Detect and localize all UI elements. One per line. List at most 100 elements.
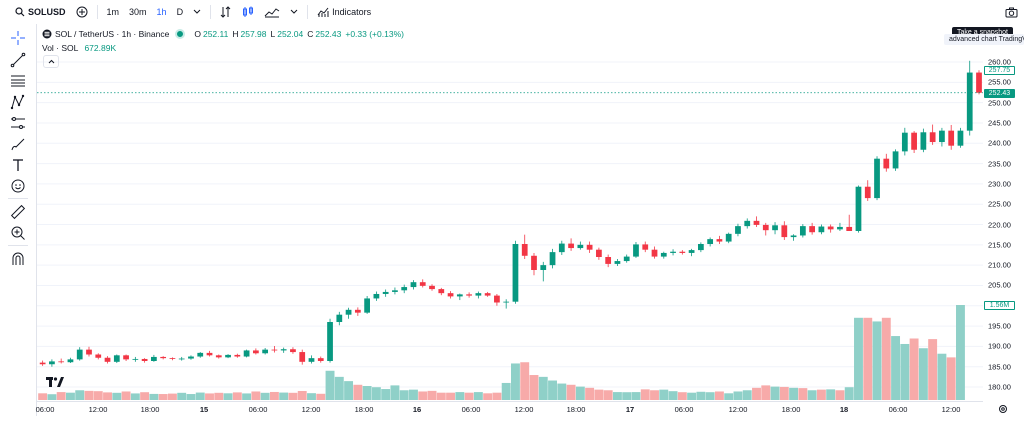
crosshair-tool[interactable] (9, 29, 27, 47)
magnet-tool[interactable] (9, 250, 27, 268)
candle-body (651, 249, 658, 257)
candle-body (892, 151, 899, 169)
time-axis-label: 06:00 (674, 405, 694, 414)
text-tool[interactable] (9, 156, 27, 174)
ruler-icon (10, 204, 26, 220)
forecast-tool[interactable] (9, 114, 27, 132)
candle (382, 289, 389, 297)
candle (243, 349, 250, 358)
candle-body (132, 358, 139, 360)
candles-button[interactable] (237, 0, 259, 24)
price-axis-label: 190.00 (988, 341, 1011, 351)
volume-bar (103, 392, 112, 400)
bar-type-button[interactable] (215, 0, 237, 24)
volume-bar (918, 348, 928, 400)
candle-body (837, 226, 843, 230)
price-axis[interactable]: 260.00 255.00 250.00 245.00 240.00 235.00 230.… (983, 58, 1024, 403)
solana-logo-icon (42, 29, 52, 39)
volume-bar (399, 390, 409, 400)
volume-bar (195, 392, 205, 400)
collapse-legend-button[interactable] (43, 55, 59, 68)
candle (660, 251, 667, 259)
volume-bar (612, 392, 622, 400)
trendline-tool[interactable] (9, 51, 27, 69)
projection-icon (11, 117, 25, 129)
volume-label[interactable]: Vol · SOL (42, 43, 79, 53)
volume-bar (56, 392, 66, 400)
interval-dropdown[interactable] (188, 0, 206, 24)
candle-body (920, 132, 927, 150)
candle (614, 259, 621, 266)
tradingview-logo-icon (46, 377, 64, 387)
gear-icon (999, 405, 1007, 413)
pattern-tool[interactable] (9, 93, 27, 111)
candle-body (679, 251, 686, 253)
tradingview-logo[interactable] (46, 376, 64, 390)
candle (568, 238, 574, 251)
snapshot-button[interactable] (1000, 0, 1023, 24)
chart-style-button[interactable] (259, 0, 285, 24)
symbol-search[interactable]: SOLUSD (10, 0, 71, 24)
volume-bar (724, 393, 734, 400)
candle-body (929, 132, 936, 143)
candle-body (753, 220, 760, 225)
time-axis-label: 18:00 (781, 405, 801, 414)
snapshot-tooltip: Take a snapshot (952, 27, 1013, 38)
interval-1m[interactable]: 1m (106, 7, 120, 17)
candle (234, 353, 241, 358)
volume-bar (603, 390, 613, 400)
candle-body (336, 314, 343, 322)
price-axis-label: 205.00 (988, 280, 1011, 290)
candle-body (243, 350, 250, 357)
chart-style-dropdown[interactable] (285, 0, 303, 24)
price-axis-label: 230.00 (988, 179, 1011, 189)
candle (512, 240, 519, 304)
close-value: 252.43 (315, 29, 342, 39)
pattern-icon (10, 94, 25, 110)
axis-settings-button[interactable] (998, 404, 1008, 416)
time-axis-label: 12:00 (301, 405, 321, 414)
fib-tool[interactable] (9, 72, 27, 90)
volume-bar (381, 389, 391, 400)
magnet-icon (12, 252, 24, 265)
compare-button[interactable] (71, 0, 93, 24)
candle (132, 356, 139, 362)
volume-bar (362, 385, 372, 400)
candle-body (141, 358, 148, 361)
top-toolbar: SOLUSD 1m 30m 1h D (0, 0, 1024, 24)
market-status-dot[interactable] (175, 29, 186, 39)
candle (957, 127, 964, 148)
brush-tool[interactable] (9, 135, 27, 153)
volume-bar (835, 390, 845, 400)
interval-1d[interactable]: D (176, 7, 184, 17)
interval-30m[interactable]: 30m (129, 7, 147, 17)
candle (188, 355, 194, 360)
volume-bar (158, 394, 168, 400)
candle (744, 218, 751, 229)
interval-1h[interactable]: 1h (156, 7, 167, 17)
candle (419, 279, 426, 288)
candle-body (846, 226, 853, 231)
volume-bar (826, 389, 836, 400)
indicators-button[interactable]: Indicators (312, 0, 376, 24)
candle-body (781, 225, 788, 238)
chart-grid (37, 61, 983, 388)
volume-bar (325, 370, 335, 400)
volume-bar (733, 391, 743, 400)
series-title[interactable]: SOL / TetherUS · 1h · Binance (55, 29, 170, 39)
change-value: +0.33 (+0.13%) (345, 29, 404, 39)
brush-icon (11, 138, 25, 151)
candle (178, 356, 185, 361)
zoom-tool[interactable] (9, 224, 27, 242)
ruler-tool[interactable] (9, 203, 27, 221)
emoji-tool[interactable] (9, 177, 27, 195)
candle-body (262, 349, 269, 354)
volume-bar (798, 388, 808, 400)
time-axis[interactable]: 06:00 12:00 18:00 15 06:00 12:00 18:00 16 06:00 1… (36, 401, 983, 418)
volume-bar (511, 363, 520, 400)
candle (76, 347, 83, 361)
candle (605, 254, 612, 268)
candle (781, 221, 788, 240)
